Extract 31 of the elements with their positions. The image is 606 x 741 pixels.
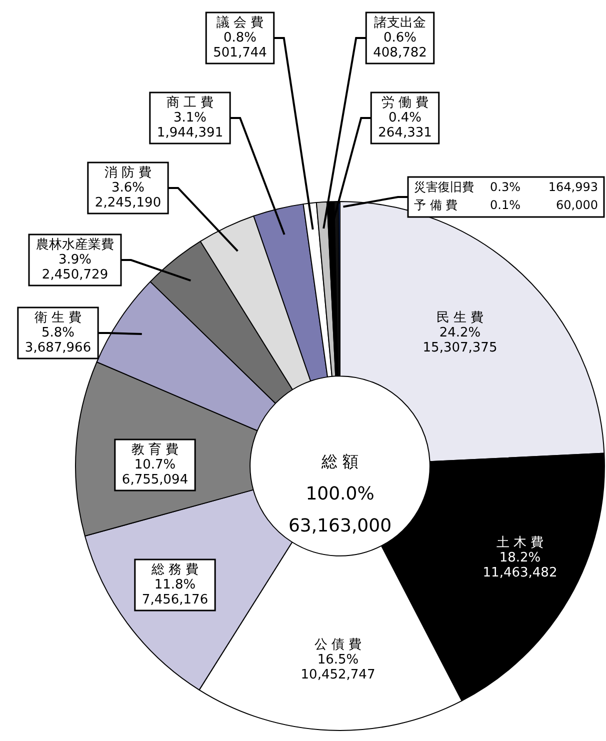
data-label: 3.6% 2,245,190 bbox=[94, 180, 162, 210]
slice-label: 災害復旧費 bbox=[414, 180, 474, 194]
slice-label: 教 育 費 bbox=[131, 441, 179, 458]
data-label: 0.6% 408,782 bbox=[373, 30, 427, 60]
slice-label: 議 会 費 bbox=[216, 15, 264, 30]
data-label: 10.7% 6,755,094 bbox=[122, 457, 188, 488]
slice-label: 公 債 費 bbox=[314, 637, 362, 652]
data-label: 18.2% 11,463,482 bbox=[482, 550, 558, 580]
slice-label: 労 働 費 bbox=[381, 95, 429, 110]
text: 0.3% 164,993 bbox=[490, 180, 598, 194]
data-label: 11.8% 7,456,176 bbox=[142, 577, 208, 608]
data-label: 5.8% 3,687,966 bbox=[24, 325, 92, 356]
text: 0.1% 60,000 bbox=[490, 198, 598, 212]
slice-label: 民 生 費 bbox=[436, 310, 484, 326]
slice-label: 商 工 費 bbox=[166, 95, 214, 110]
data-label: 0.4% 264,331 bbox=[378, 110, 432, 140]
slice-label: 農林水産業費 bbox=[36, 236, 114, 252]
text: 100.0% bbox=[306, 484, 374, 505]
text: 総 額 bbox=[320, 452, 359, 472]
slice-label: 諸支出金 bbox=[374, 15, 426, 30]
slice-label: 消 防 費 bbox=[104, 165, 152, 180]
slice-label: 予 備 費 bbox=[414, 198, 458, 212]
data-label: 24.2% 15,307,375 bbox=[422, 325, 498, 356]
data-label: 0.8% 501,744 bbox=[213, 30, 267, 60]
slice-label: 土 木 費 bbox=[496, 535, 544, 550]
data-label: 3.9% 2,450,729 bbox=[42, 252, 108, 282]
slice-label: 衛 生 費 bbox=[34, 310, 82, 326]
slice-label: 総 務 費 bbox=[150, 562, 199, 578]
data-label: 16.5% 10,452,747 bbox=[300, 652, 376, 682]
text: 63,163,000 bbox=[288, 516, 392, 537]
data-label: 3.1% 1,944,391 bbox=[156, 110, 224, 140]
